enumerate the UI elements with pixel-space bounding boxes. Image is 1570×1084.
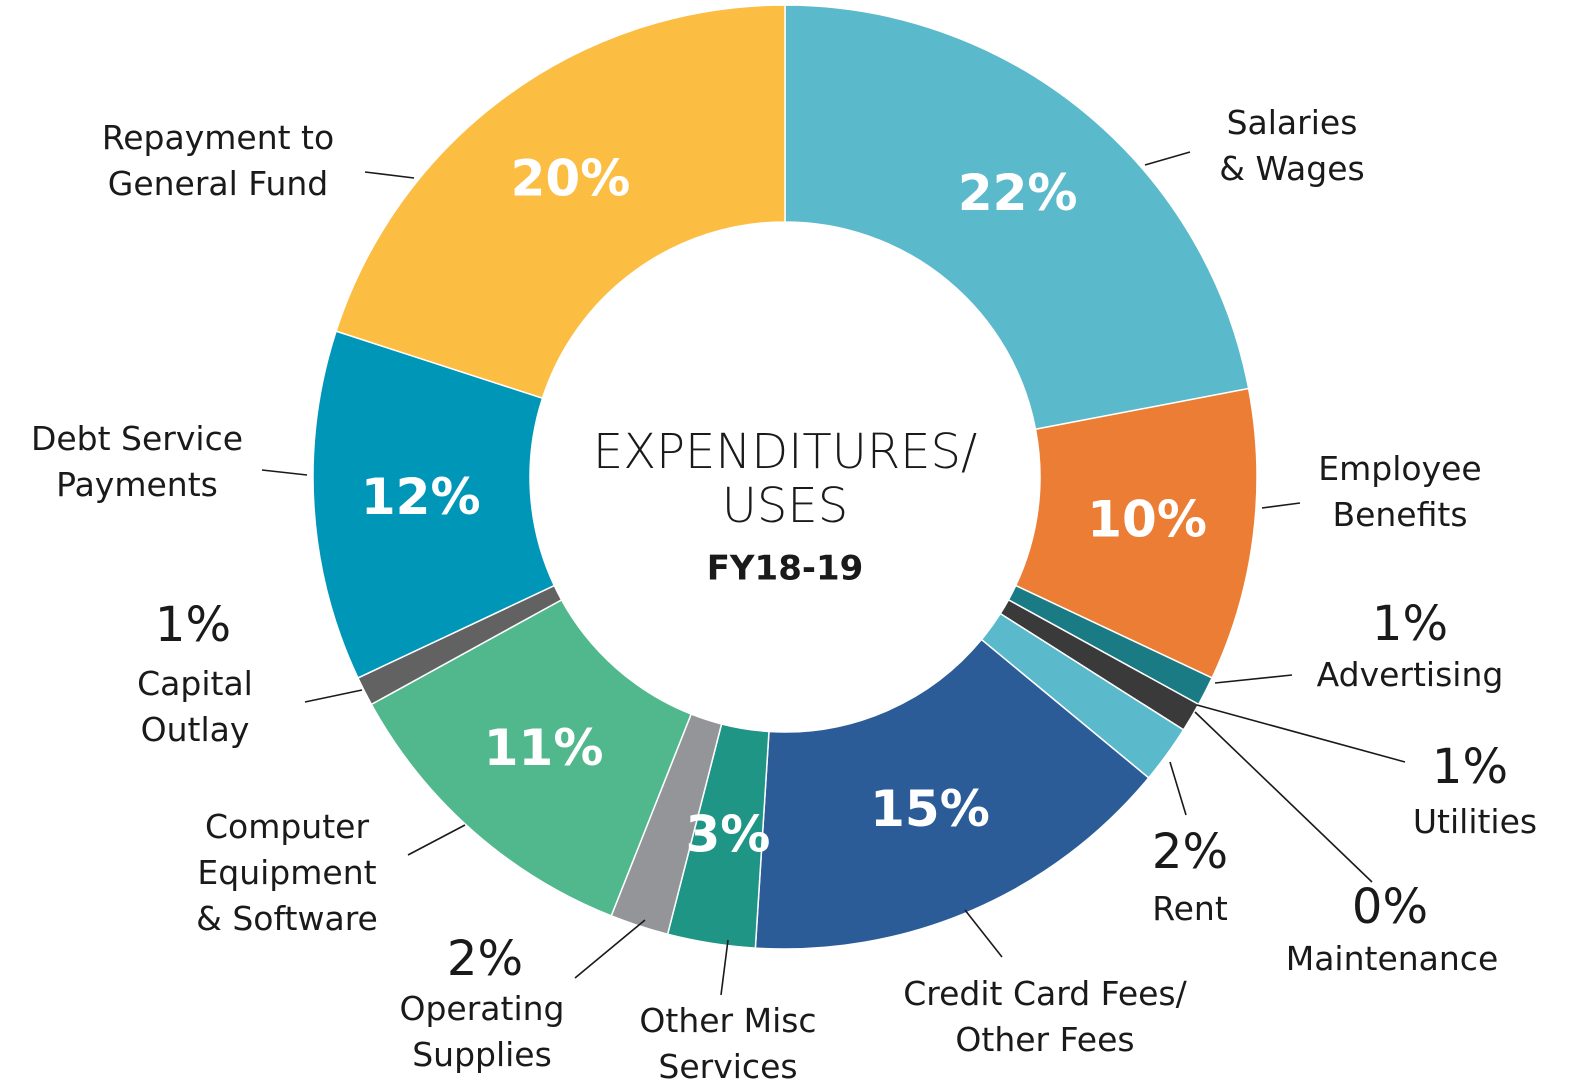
leader-line [1214, 674, 1293, 684]
value-label: 0% [1352, 879, 1428, 935]
value-label: 1% [1432, 739, 1508, 795]
slice-label: Operating Supplies [400, 989, 565, 1074]
slice-label: Employee Benefits [1318, 449, 1481, 534]
slice-label: Computer Equipment & Software [196, 807, 378, 938]
value-label: 1% [155, 597, 231, 653]
value-label: 12% [361, 467, 481, 525]
slice [370, 598, 693, 917]
slice-label: Debt Service Payments [31, 419, 243, 504]
slice-label: Rent [1152, 889, 1228, 928]
value-label: 15% [870, 779, 990, 837]
slice [784, 4, 1250, 431]
value-label: 10% [1087, 490, 1207, 548]
value-label: 3% [685, 805, 770, 863]
slice-label: Maintenance [1286, 939, 1499, 978]
value-label: 2% [447, 931, 523, 987]
leader-line [304, 689, 363, 703]
slice-label: Salaries & Wages [1219, 103, 1364, 188]
chart-subtitle: FY18-19 [707, 549, 864, 589]
leader-line [261, 469, 308, 476]
leader-line [1196, 704, 1406, 763]
leader-line [964, 909, 1003, 958]
slice-label: Credit Card Fees/Other Fees [903, 974, 1187, 1059]
value-label: 1% [1372, 596, 1448, 652]
leader-line [1169, 761, 1187, 816]
leader-line [364, 171, 415, 179]
slices [312, 4, 1258, 950]
leader-line [1144, 151, 1191, 166]
value-label: 22% [958, 163, 1078, 221]
slice-label: Advertising [1317, 655, 1504, 694]
slice-label: Utilities [1413, 802, 1537, 841]
slice [312, 330, 556, 679]
leader-line [720, 939, 729, 996]
leader-line [1194, 711, 1373, 883]
value-label: 2% [1152, 824, 1228, 880]
leader-line [574, 919, 646, 979]
value-label: 11% [484, 718, 604, 776]
slice [754, 638, 1150, 950]
chart-title: EXPENDITURES/USES [593, 424, 977, 534]
value-label: 20% [511, 149, 631, 207]
slice-label: Repayment to General Fund [102, 118, 334, 203]
leader-line [407, 824, 466, 856]
slice-label: Capital Outlay [137, 664, 253, 749]
leader-line [1261, 502, 1301, 509]
slice-label: Other Misc Services [639, 1001, 816, 1084]
slice [335, 4, 786, 400]
